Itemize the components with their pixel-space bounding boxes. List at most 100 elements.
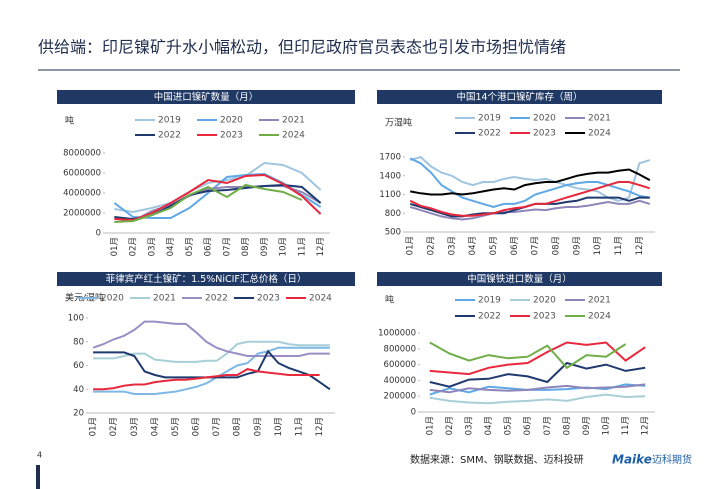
x-tick-label: 06月 (192, 417, 202, 436)
series-line (409, 199, 651, 221)
x-tick-label: 06月 (510, 236, 520, 255)
x-tick-label: 08月 (552, 236, 562, 255)
source-note: 数据来源：SMM、钢联数据、迈科投研 (410, 453, 584, 466)
y-tick-label: 1700 (379, 153, 401, 163)
series-line (92, 320, 330, 357)
legend-label: 2023 (220, 131, 243, 141)
legend-label: 2021 (282, 116, 305, 126)
x-tick-label: 12月 (641, 416, 651, 435)
x-tick-label: 02月 (445, 416, 455, 435)
legend-label: 2023 (533, 312, 556, 322)
chart-header (377, 272, 662, 286)
y-tick-label: 100 (68, 314, 84, 324)
x-tick-label: 09月 (253, 417, 263, 436)
series-line (114, 173, 322, 222)
y-tick-label: 6000000 (63, 169, 101, 179)
legend-label: 2020 (533, 114, 556, 124)
x-tick-label: 03月 (464, 416, 474, 435)
x-tick-label: 07月 (531, 236, 541, 255)
y-tick-label: 8000000 (63, 149, 101, 159)
y-tick-label: 800 (385, 209, 401, 219)
legend-label: 2020 (220, 116, 243, 126)
x-tick-label: 01月 (425, 416, 435, 435)
series-line (429, 361, 646, 388)
y-axis-unit: 万湿吨 (385, 117, 412, 129)
y-tick-label: 1400 (379, 171, 401, 181)
x-tick-label: 10月 (602, 416, 612, 435)
series-line (409, 157, 650, 209)
x-tick-label: 06月 (204, 237, 214, 256)
corner-bar (36, 465, 40, 489)
legend-label: 2024 (309, 294, 332, 304)
x-tick-label: 11月 (294, 417, 304, 436)
legend-label: 2024 (588, 312, 611, 322)
series-line (93, 346, 330, 395)
legend-label: 2022 (205, 294, 228, 304)
legend-label: 2022 (158, 131, 181, 141)
x-tick-label: 03月 (447, 236, 457, 255)
x-tick-label: 01月 (89, 417, 99, 436)
x-tick-label: 04月 (150, 417, 160, 436)
x-tick-label: 07月 (222, 237, 232, 256)
y-tick-label: 40 (73, 385, 84, 395)
chart-title: 菲律宾产红土镍矿：1.5%NiCIF汇总价格（日） (106, 273, 307, 285)
x-tick-label: 08月 (233, 417, 243, 436)
y-tick-label: 500 (385, 228, 401, 238)
x-tick-label: 04月 (468, 236, 478, 255)
y-tick-label: 1100 (379, 190, 401, 200)
x-tick-label: 04月 (484, 416, 494, 435)
y-tick-label: 600000 (384, 360, 416, 370)
x-tick-label: 03月 (130, 417, 140, 436)
legend-label: 2022 (478, 129, 501, 139)
series-line (429, 383, 646, 394)
x-tick-label: 05月 (171, 417, 181, 436)
legend-label: 2023 (533, 129, 556, 139)
chart-header (57, 272, 355, 286)
x-tick-label: 02月 (427, 236, 437, 255)
y-tick-label: 0 (411, 408, 416, 418)
x-tick-label: 12月 (316, 237, 326, 256)
y-tick-label: 80 (73, 337, 84, 347)
series-line (429, 341, 627, 370)
y-tick-label: 0 (96, 229, 101, 239)
legend-label: 2020 (533, 296, 556, 306)
chart-header (57, 90, 355, 104)
chart-title: 中国14个港口镍矿库存（周） (456, 91, 582, 103)
x-tick-label: 04月 (166, 237, 176, 256)
legend-label: 2019 (478, 114, 501, 124)
legend-label: 2019 (478, 296, 501, 306)
x-tick-label: 12月 (315, 417, 325, 436)
page-number: 4 (37, 451, 42, 460)
slide-title: 供给端：印尼镍矿升水小幅松动，但印尼政府官员表态也引发市场担忧情绪 (38, 38, 566, 57)
y-axis-unit: 吨 (385, 294, 394, 306)
x-tick-label: 03月 (147, 237, 157, 256)
x-tick-label: 06月 (523, 416, 533, 435)
legend-label: 2024 (282, 131, 305, 141)
legend-label: 2022 (478, 312, 501, 322)
x-tick-label: 10月 (279, 237, 289, 256)
legend-label: 2021 (588, 114, 611, 124)
x-tick-label: 08月 (241, 237, 251, 256)
y-axis-unit: 吨 (65, 115, 74, 127)
legend-label: 2020 (101, 294, 124, 304)
y-tick-label: 800000 (384, 344, 416, 354)
series-line (114, 183, 303, 223)
series-line (93, 340, 330, 363)
series-line (429, 393, 646, 405)
y-tick-label: 20 (73, 409, 84, 419)
x-tick-label: 01月 (110, 237, 120, 256)
x-tick-label: 11月 (297, 237, 307, 256)
y-tick-label: 60 (73, 361, 84, 371)
chart-title: 中国进口镍矿数量（月） (154, 91, 259, 103)
x-tick-label: 02月 (129, 237, 139, 256)
y-tick-label: 200000 (384, 392, 416, 402)
legend-label: 2021 (588, 296, 611, 306)
x-tick-label: 10月 (274, 417, 284, 436)
x-tick-label: 02月 (109, 417, 119, 436)
series-line (429, 341, 646, 376)
chart-header (377, 90, 662, 104)
legend-label: 2023 (257, 294, 280, 304)
x-tick-label: 01月 (406, 236, 416, 255)
x-tick-label: 05月 (185, 237, 195, 256)
y-tick-label: 400000 (384, 376, 416, 386)
